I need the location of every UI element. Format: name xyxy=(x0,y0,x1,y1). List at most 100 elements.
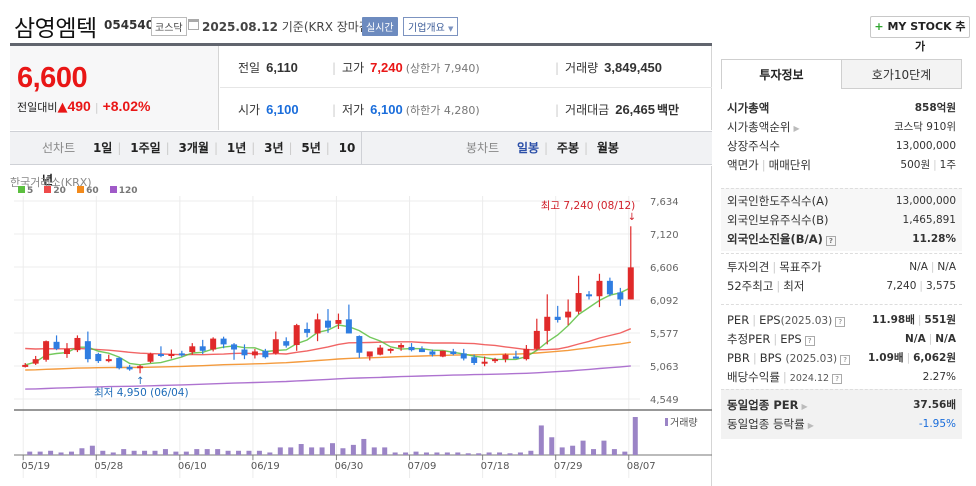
period-1w[interactable]: 1주일 xyxy=(130,141,161,155)
candle-chart-label: 봉차트 xyxy=(466,141,500,155)
high-price: | 고가 7,240 (상한가 7,940) xyxy=(332,60,480,75)
tab-investment-info[interactable]: 투자정보 xyxy=(721,59,842,89)
change-percent: +8.02% xyxy=(102,98,151,114)
market-cap-row: 시가총액 858억원 xyxy=(727,101,956,115)
realtime-button[interactable]: 실시간 xyxy=(362,17,398,36)
par-value-row: 액면가 | 매매단위 500원 | 1주 xyxy=(727,158,956,172)
prev-close: 전일 6,110 xyxy=(238,59,298,76)
help-icon[interactable]: ? xyxy=(804,336,815,346)
high-label: 고가 xyxy=(342,61,365,75)
ma-legend: 5 20 60 120 xyxy=(18,186,146,196)
svg-text:거래량: 거래량 xyxy=(670,417,698,429)
pbr-bps-row: PBR | BPS (2025.03)? 1.09배 | 6,062원 xyxy=(727,351,956,365)
exchange-label: 한국거래소(KRX) xyxy=(10,176,92,189)
prev-close-value: 6,110 xyxy=(266,60,298,75)
basis-date: 2025.08.12 기준(KRX 장마감) xyxy=(202,18,375,35)
info-tabs: 투자정보 호가10단계 xyxy=(721,59,962,89)
svg-text:5,577: 5,577 xyxy=(650,329,679,340)
tab-monthly[interactable]: 월봉 xyxy=(596,141,619,155)
svg-text:06/19: 06/19 xyxy=(251,461,280,472)
trade-value-label: 거래대금 xyxy=(565,103,610,117)
trade-value-number: 26,465 xyxy=(615,102,655,117)
svg-text:07/09: 07/09 xyxy=(408,461,437,472)
period-10y[interactable]: 10년 xyxy=(42,141,356,187)
svg-text:7,634: 7,634 xyxy=(650,197,679,208)
calendar-icon xyxy=(188,19,199,30)
period-1y[interactable]: 1년 xyxy=(226,141,247,155)
svg-text:6,606: 6,606 xyxy=(650,263,679,274)
52week-row: 52주최고 | 최저 7,240 | 3,575 xyxy=(727,279,956,293)
change-label: 전일대비 xyxy=(17,101,58,114)
volume: | 거래량 3,849,450 xyxy=(555,60,663,75)
tab-orderbook-10[interactable]: 호가10단계 xyxy=(841,59,962,89)
basis-text: 기준(KRX 장마감) xyxy=(281,20,375,34)
svg-text:↑: ↑ xyxy=(136,376,144,387)
foreign-section: 외국인한도주식수(A) 13,000,000 외국인보유주식수(B) 1,465,8… xyxy=(721,188,962,251)
add-mystock-button[interactable]: + MY STOCK 추가 xyxy=(870,16,970,53)
foreign-holding-row: 외국인보유주식수(B) 1,465,891 xyxy=(727,213,956,227)
divider: | xyxy=(94,101,99,114)
chart-canvas[interactable]: 7,634 7,120 6,606 6,092 5,577 5,063 4,549 05/19… xyxy=(10,166,712,486)
market-cap-rank-row[interactable]: 시가총액순위 ▶ 코스닥 910위 xyxy=(727,120,956,134)
period-1d[interactable]: 1일 xyxy=(92,141,113,155)
svg-text:05/28: 05/28 xyxy=(94,461,123,472)
svg-text:08/07: 08/07 xyxy=(627,461,656,472)
company-overview-dropdown[interactable]: 기업개요 ▼ xyxy=(403,17,459,36)
chevron-right-icon: ▶ xyxy=(801,402,808,411)
period-3y[interactable]: 3년 xyxy=(264,141,284,155)
stock-code: 054540 xyxy=(104,18,155,32)
help-icon[interactable]: ? xyxy=(835,317,846,327)
sector-per-row[interactable]: 동일업종 PER ▶ 37.56배 xyxy=(727,398,956,412)
sector-change-row[interactable]: 동일업종 등락률 ▶ -1.95% xyxy=(727,417,956,431)
help-icon[interactable]: ? xyxy=(832,374,843,384)
svg-text:05/19: 05/19 xyxy=(21,461,50,472)
chart-period-nav: 선차트 1일 | 1주일 | 3개월 | 1년 | 3년 | 5년 | 10년 봉차트 일봉… xyxy=(10,131,712,187)
basis-date-value: 2025.08.12 xyxy=(202,20,278,34)
upper-limit: (상한가 7,940) xyxy=(405,62,480,75)
tab-weekly[interactable]: 주봉 xyxy=(556,141,580,155)
open-value: 6,100 xyxy=(266,102,299,117)
trade-value-unit: 백만 xyxy=(656,103,680,117)
sector-section: 동일업종 PER ▶ 37.56배 동일업종 등락률 ▶ -1.95% xyxy=(721,389,962,439)
investment-info-panel: 투자정보 호가10단계 시가총액 858억원 시가총액순위 ▶ 코스닥 910위 상장… xyxy=(721,59,962,486)
candlestick-chart[interactable]: 한국거래소(KRX) 5 20 60 120 7,634 7,120 6,606 6,… xyxy=(10,166,712,486)
svg-text:06/30: 06/30 xyxy=(334,461,363,472)
per-eps-row: PER | EPS(2025.03)? 11.98배 | 551원 xyxy=(727,313,956,327)
header-divider xyxy=(10,43,712,46)
est-per-row: 추정PER | EPS? N/A | N/A xyxy=(727,332,956,346)
period-5y[interactable]: 5년 xyxy=(301,141,321,155)
stats-row-1: 전일 6,110 | 고가 7,240 (상한가 7,940) | 거래량 3,849,45… xyxy=(220,46,712,88)
plus-icon: + xyxy=(874,20,884,33)
high-value: 7,240 xyxy=(370,60,403,75)
svg-text:07/18: 07/18 xyxy=(481,461,510,472)
change-amount: 490 xyxy=(67,98,91,114)
tab-daily[interactable]: 일봉 xyxy=(516,141,540,155)
current-price: 6,600 xyxy=(17,62,88,94)
foreign-limit-row: 외국인한도주식수(A) 13,000,000 xyxy=(727,194,956,208)
svg-text:최저 4,950 (06/04): 최저 4,950 (06/04) xyxy=(94,387,189,399)
volume-value: 3,849,450 xyxy=(604,60,663,75)
prev-close-label: 전일 xyxy=(238,61,261,75)
up-triangle-icon: ▲ xyxy=(57,100,68,115)
low-value: 6,100 xyxy=(370,102,403,117)
dividend-row: 배당수익률 | 2024.12? 2.27% xyxy=(727,370,956,384)
price-summary: 6,600 전일대비▲490 | +8.02% xyxy=(10,46,219,130)
price-change: 전일대비▲490 | +8.02% xyxy=(17,98,150,115)
open-price: 시가 6,100 xyxy=(238,101,299,118)
opinion-section: 투자의견 | 목표주가 N/A | N/A 52주최고 | 최저 7,240 | 3,575 xyxy=(721,253,962,299)
legend-ma120: 120 xyxy=(109,186,138,196)
low-price: | 저가 6,100 (하한가 4,280) xyxy=(332,102,480,117)
open-label: 시가 xyxy=(238,103,261,117)
opinion-row: 투자의견 | 목표주가 N/A | N/A xyxy=(727,260,956,274)
help-icon[interactable]: ? xyxy=(825,236,836,246)
period-3m[interactable]: 3개월 xyxy=(178,141,209,155)
price-stats: 전일 6,110 | 고가 7,240 (상한가 7,940) | 거래량 3,849,45… xyxy=(220,46,712,130)
chevron-right-icon: ▶ xyxy=(807,421,814,430)
company-overview-label: 기업개요 xyxy=(408,23,445,34)
svg-text:07/29: 07/29 xyxy=(554,461,583,472)
help-icon[interactable]: ? xyxy=(840,355,851,365)
low-label: 저가 xyxy=(342,103,365,117)
legend-ma20: 20 xyxy=(44,186,66,196)
line-chart-label: 선차트 xyxy=(42,141,76,155)
stock-header: 삼영엠텍 054540 코스닥 2025.08.12 기준(KRX 장마감) 실… xyxy=(0,0,976,53)
